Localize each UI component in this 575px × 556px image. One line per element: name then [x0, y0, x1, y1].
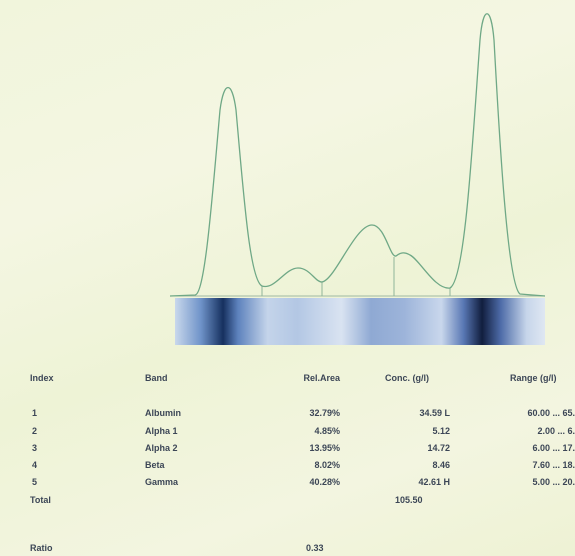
fraction-dividers — [262, 257, 450, 296]
report-page: Index Band Rel.Area Conc. (g/l) Range (g… — [0, 0, 575, 556]
gel-strip — [175, 298, 545, 345]
cell-conc: 8.46 — [380, 460, 450, 470]
cell-range: 7.60 ... 18.00 — [485, 460, 575, 470]
total-conc: 105.50 — [395, 495, 423, 505]
cell-conc: 5.12 — [380, 426, 450, 436]
cell-conc: 34.59 L — [380, 408, 450, 418]
cell-conc: 14.72 — [380, 443, 450, 453]
ratio-value: 0.33 — [306, 543, 324, 553]
cell-index: 1 — [32, 408, 37, 418]
cell-band: Gamma — [145, 477, 178, 487]
cell-band: Albumin — [145, 408, 181, 418]
cell-index: 3 — [32, 443, 37, 453]
densitogram — [0, 0, 575, 350]
cell-rel-area: 32.79% — [270, 408, 340, 418]
header-range: Range (g/l) — [510, 373, 557, 383]
cell-band: Beta — [145, 460, 165, 470]
header-band: Band — [145, 373, 168, 383]
cell-rel-area: 13.95% — [270, 443, 340, 453]
cell-band: Alpha 1 — [145, 426, 178, 436]
cell-range: 60.00 ... 65.00 — [485, 408, 575, 418]
cell-range: 5.00 ... 20.00 — [485, 477, 575, 487]
cell-index: 4 — [32, 460, 37, 470]
ratio-label: Ratio — [30, 543, 53, 553]
header-conc: Conc. (g/l) — [385, 373, 429, 383]
cell-index: 5 — [32, 477, 37, 487]
cell-index: 2 — [32, 426, 37, 436]
cell-rel-area: 4.85% — [270, 426, 340, 436]
header-rel-area: Rel.Area — [280, 373, 340, 383]
densitogram-curve — [170, 14, 545, 296]
cell-rel-area: 8.02% — [270, 460, 340, 470]
cell-conc: 42.61 H — [380, 477, 450, 487]
cell-band: Alpha 2 — [145, 443, 178, 453]
cell-rel-area: 40.28% — [270, 477, 340, 487]
cell-range: 6.00 ... 17.00 — [485, 443, 575, 453]
header-index: Index — [30, 373, 54, 383]
total-label: Total — [30, 495, 51, 505]
cell-range: 2.00 ... 6.00 — [485, 426, 575, 436]
